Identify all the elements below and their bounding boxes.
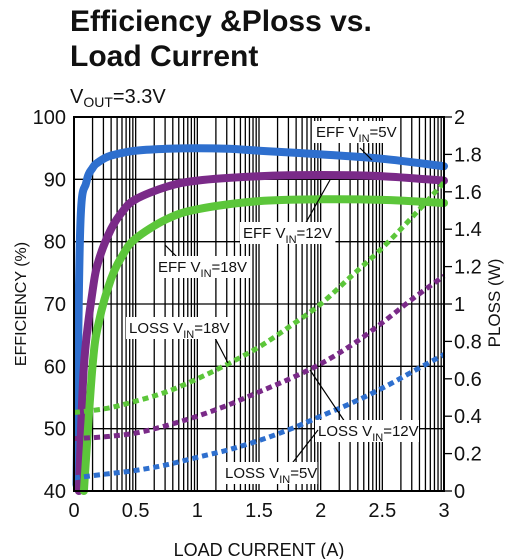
x-tick-label: 0	[68, 500, 79, 522]
annotation-sub: IN	[359, 133, 370, 145]
y2-axis-title: PLOSS (W)	[485, 259, 504, 348]
y2-tick-label: 0.6	[454, 369, 482, 391]
annotation-main: LOSS V	[225, 465, 279, 482]
axis-layer: 0 0.5 1 1.5 2 2.5 3 40 50 60 70 80 90 100 0 0.2 0.4 0.6 0.…	[13, 107, 504, 559]
annotation-bg	[240, 222, 336, 244]
annotation-eff12: EFF VIN=12V	[240, 179, 336, 246]
series-line-3	[73, 180, 446, 415]
x-tick-label: 1.5	[245, 500, 273, 522]
y-tick-label: 90	[44, 169, 66, 191]
annotation-bg	[313, 121, 400, 143]
annotation-rest: =18V	[212, 259, 247, 276]
annotation-label: LOSS VIN=18V	[129, 320, 230, 341]
y-axis-title: EFFICIENCY (%)	[13, 242, 30, 366]
chart-title-line-2: Load Current	[70, 40, 259, 73]
annotation-bg	[155, 256, 251, 278]
series-line-1	[74, 171, 448, 495]
y2-tick-label: 1	[454, 294, 465, 316]
series-line-5	[73, 352, 446, 481]
annotation-main: EFF V	[158, 259, 201, 276]
annotation-loss5: LOSS VIN=5V	[222, 429, 319, 486]
annotation-rest: =5V	[370, 124, 397, 141]
annotation-eff18: EFF VIN=18V	[155, 244, 251, 280]
annotation-loss12: LOSS VIN=12V	[309, 369, 419, 444]
annotation-main: LOSS V	[129, 320, 183, 337]
annotation-eff5: EFF VIN=5V	[313, 121, 400, 161]
x-axis-title: LOAD CURRENT (A)	[174, 540, 345, 559]
series-layer	[72, 144, 448, 495]
series-line-4	[73, 273, 446, 442]
annotation-main: EFF V	[316, 124, 359, 141]
subtitle-sub: OUT	[83, 94, 113, 110]
x-tick-label: 2.5	[368, 500, 396, 522]
y-tick-label: 100	[33, 107, 66, 129]
x-tick-label: 2	[315, 500, 326, 522]
x-tick-label: 1	[192, 500, 203, 522]
chart-subtitle: VOUT=3.3V	[70, 86, 166, 110]
y2-tick-label: 0.4	[454, 406, 482, 428]
annotation-rest: =5V	[290, 465, 317, 482]
y-tick-label: 80	[44, 232, 66, 254]
annotation-sub: IN	[286, 234, 297, 246]
series-line-2	[79, 195, 448, 495]
y2-tick-label: 0.8	[454, 331, 482, 353]
y2-tick-label: 1.2	[454, 257, 482, 279]
annotation-leader	[214, 337, 229, 364]
annotation-label: EFF VIN=5V	[316, 124, 397, 145]
annotation-rest: =18V	[194, 320, 229, 337]
annotation-leader	[359, 147, 373, 161]
chart-title-line-1: Efficiency &Ploss vs.	[70, 5, 372, 38]
annotation-sub: IN	[372, 432, 383, 444]
annotation-label: EFF VIN=12V	[243, 225, 332, 246]
annotation-loss18: LOSS VIN=18V	[126, 317, 230, 364]
annotation-leader	[289, 429, 319, 467]
x-tick-label: 0.5	[122, 500, 150, 522]
y2-tick-label: 0	[454, 481, 465, 503]
annotation-label: LOSS VIN=5V	[225, 465, 317, 486]
annotation-sub: IN	[279, 474, 290, 486]
annotation-label: LOSS VIN=12V	[318, 423, 419, 444]
annotation-rest: =12V	[297, 225, 332, 242]
y-tick-label: 60	[44, 356, 66, 378]
chart-title: Efficiency &Ploss vs. Load Current	[70, 4, 372, 74]
annotation-bg	[126, 317, 230, 339]
y2-tick-label: 1.4	[454, 219, 482, 241]
x-tick-label: 3	[438, 500, 449, 522]
series-line-0	[72, 144, 448, 489]
annotation-label: EFF VIN=18V	[158, 259, 247, 280]
y2-tick-label: 1.8	[454, 144, 482, 166]
annotation-bg	[222, 462, 318, 484]
annotation-main: EFF V	[243, 225, 286, 242]
y2-tick-label: 0.2	[454, 444, 482, 466]
annotation-bg	[315, 420, 419, 442]
subtitle-main: V	[70, 86, 84, 108]
annotation-sub: IN	[201, 268, 212, 280]
y-tick-label: 70	[44, 294, 66, 316]
annotation-sub: IN	[183, 329, 194, 341]
subtitle-rest: =3.3V	[112, 86, 166, 108]
annotation-main: LOSS V	[318, 423, 372, 440]
y-tick-label: 40	[44, 481, 66, 503]
annotation-rest: =12V	[383, 423, 418, 440]
y2-tick-label: 2	[454, 107, 465, 129]
y-tick-label: 50	[44, 419, 66, 441]
y2-tick-label: 1.6	[454, 182, 482, 204]
annotation-leader	[309, 369, 346, 423]
